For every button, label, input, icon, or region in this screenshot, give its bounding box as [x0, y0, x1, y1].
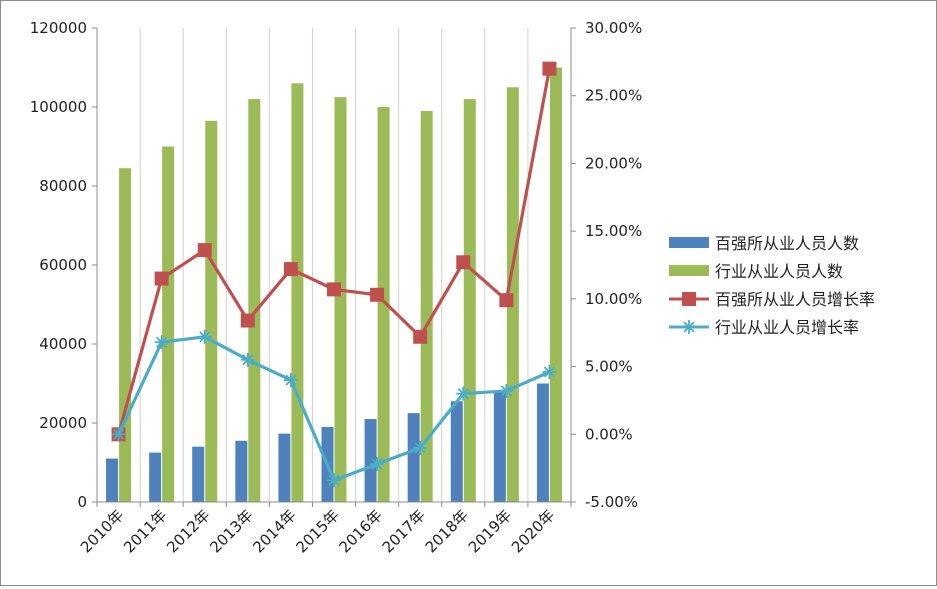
right-tick-label: 10.00%	[585, 290, 642, 308]
point-industry-growth	[370, 457, 385, 472]
bar-industry-staff	[377, 107, 390, 502]
bar-industry-staff	[463, 99, 476, 502]
gridlines	[139, 28, 529, 502]
x-tick-label: 2015年	[292, 506, 342, 556]
bars	[106, 67, 562, 503]
point-top100-growth	[499, 293, 514, 308]
bar-industry-staff	[291, 83, 304, 503]
marker-stroke	[285, 374, 297, 386]
point-top100-growth	[370, 287, 385, 302]
left-tick-label: 20000	[39, 414, 87, 432]
right-tick-label: 0.00%	[585, 425, 633, 443]
left-tick-label: 60000	[39, 256, 87, 274]
left-axis-ticks: 0 20000 40000 60000 80000 100000 120000	[30, 19, 97, 511]
point-top100-growth	[456, 255, 471, 270]
legend-label: 百强所从业人员增长率	[715, 290, 875, 309]
marker-stroke	[328, 474, 340, 486]
x-tick-label: 2017年	[379, 506, 429, 556]
point-industry-growth	[154, 335, 169, 350]
x-tick-label: 2019年	[465, 506, 515, 556]
point-top100-growth	[413, 329, 428, 344]
point-industry-growth	[413, 440, 428, 455]
point-top100-growth	[542, 61, 557, 76]
right-tick-label: 5.00%	[585, 358, 633, 376]
right-tick-label: 15.00%	[585, 222, 642, 240]
point-industry-growth	[327, 473, 341, 488]
marker-stroke	[414, 442, 426, 454]
marker-stroke	[199, 331, 211, 343]
point-top100-growth	[283, 262, 298, 277]
marker-stroke	[543, 366, 555, 378]
bar-top100-staff	[407, 413, 420, 502]
legend-swatch	[669, 237, 709, 248]
bar-industry-staff	[119, 168, 132, 502]
legend-swatch	[669, 265, 709, 276]
x-tick-label: 2018年	[422, 506, 472, 556]
bar-top100-staff	[493, 391, 506, 502]
point-top100-growth	[154, 271, 169, 286]
bar-top100-staff	[149, 452, 162, 502]
left-tick-label: 100000	[30, 98, 87, 116]
point-top100-growth	[240, 313, 255, 328]
right-tick-label: 20.00%	[585, 154, 642, 172]
bar-industry-staff	[334, 97, 347, 502]
bar-top100-staff	[278, 433, 291, 502]
x-tick-label: 2014年	[249, 506, 299, 556]
left-tick-label: 0	[77, 493, 87, 511]
marker-stroke	[457, 388, 469, 400]
marker-stroke	[113, 428, 125, 440]
legend-marker	[682, 292, 696, 306]
bar-top100-staff	[192, 446, 205, 502]
x-tick-label: 2013年	[206, 506, 256, 556]
bar-top100-staff	[450, 401, 463, 502]
bar-industry-staff	[248, 99, 261, 502]
x-tick-label: 2020年	[508, 506, 558, 556]
bar-top100-staff	[536, 383, 549, 502]
legend-label: 百强所从业人员人数	[715, 234, 859, 253]
bar-industry-staff	[205, 120, 218, 502]
line-series	[111, 61, 557, 488]
legend-label: 行业从业人员人数	[715, 262, 843, 281]
point-industry-growth	[283, 373, 298, 388]
right-tick-label: 25.00%	[585, 87, 642, 105]
point-top100-growth	[197, 243, 212, 258]
legend-label: 行业从业人员增长率	[715, 318, 859, 337]
legend-marker	[682, 320, 696, 334]
left-tick-label: 40000	[39, 335, 87, 353]
point-industry-growth	[197, 329, 212, 344]
bar-industry-staff	[549, 67, 562, 502]
point-industry-growth	[499, 383, 514, 398]
point-industry-growth	[542, 364, 557, 379]
x-tick-label: 2011年	[120, 506, 170, 556]
left-tick-label: 120000	[30, 19, 87, 37]
bar-industry-staff	[162, 146, 175, 502]
marker-stroke	[371, 458, 383, 470]
x-axis-ticks: 2010年2011年2012年2013年2014年2015年2016年2017年…	[77, 502, 572, 556]
x-tick-label: 2010年	[77, 506, 127, 556]
bar-top100-staff	[364, 419, 377, 502]
point-industry-growth	[240, 352, 255, 367]
left-tick-label: 80000	[39, 177, 87, 195]
marker-stroke	[500, 385, 512, 397]
bar-industry-staff	[420, 110, 433, 502]
bar-top100-staff	[106, 458, 119, 502]
point-top100-growth	[327, 282, 341, 297]
right-tick-label: -5.00%	[585, 493, 638, 511]
marker-stroke	[683, 321, 695, 333]
point-industry-growth	[456, 386, 471, 401]
marker-stroke	[242, 354, 254, 366]
right-tick-label: 30.00%	[585, 19, 642, 37]
right-axis-ticks: -5.00% 0.00% 5.00% 10.00% 15.00% 20.00% 25.00%…	[571, 19, 642, 511]
marker-stroke	[156, 336, 168, 348]
point-industry-growth	[111, 427, 126, 442]
x-tick-label: 2016年	[336, 506, 386, 556]
bar-top100-staff	[235, 440, 248, 502]
x-tick-label: 2012年	[163, 506, 213, 556]
